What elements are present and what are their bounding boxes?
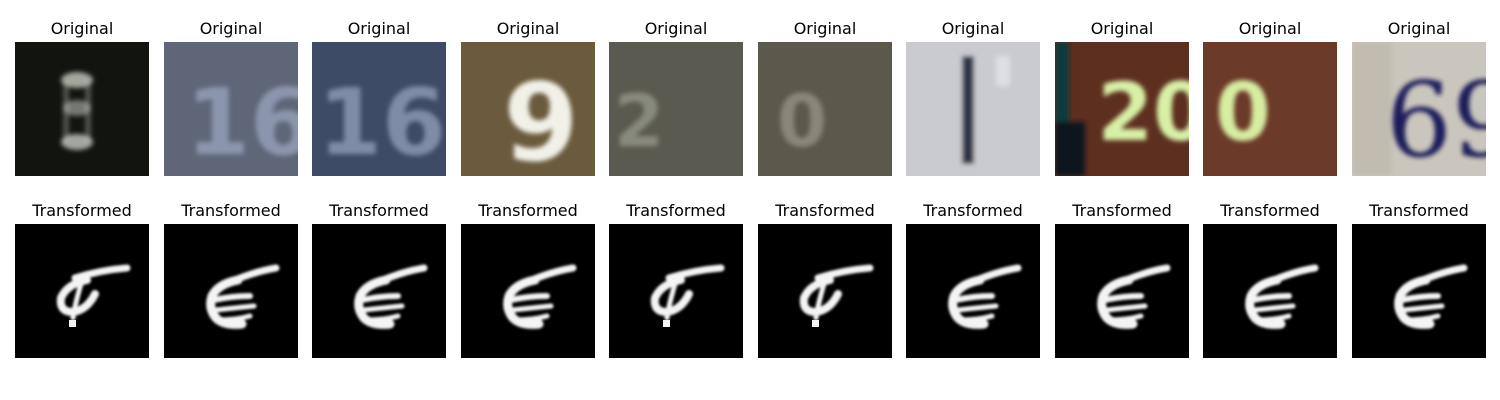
original-image: 0 [758, 42, 892, 176]
original-digits: 20 [1097, 66, 1189, 159]
original-digits: 0 [1215, 66, 1271, 159]
transformed-title: Transformed [329, 201, 429, 220]
transformed-image [758, 224, 892, 358]
original-image [906, 42, 1040, 176]
original-image: 16 [312, 42, 446, 176]
original-title: Original [496, 19, 560, 38]
original-title: Original [1090, 19, 1154, 38]
transformed-title: Transformed [626, 201, 726, 220]
transformed-title: Transformed [32, 201, 132, 220]
original-digits: 9 [503, 61, 578, 176]
transformed-title: Transformed [1369, 201, 1469, 220]
original-image: 9 [461, 42, 595, 176]
transformed-image [1203, 224, 1337, 358]
original-digits: 2 [614, 79, 664, 163]
original-image: 20 [1055, 42, 1189, 176]
original-title: Original [347, 19, 411, 38]
transformed-image [1352, 224, 1486, 358]
transformed-title: Transformed [1072, 201, 1172, 220]
transformed-image [312, 224, 446, 358]
original-digits: 16 [186, 69, 298, 176]
original-title: Original [1238, 19, 1302, 38]
original-title: Original [50, 19, 114, 38]
transformed-image [164, 224, 298, 358]
transformed-title: Transformed [1220, 201, 1320, 220]
original-title: Original [1387, 19, 1451, 38]
original-digits: 69 [1386, 59, 1486, 176]
original-title: Original [941, 19, 1005, 38]
original-image [15, 42, 149, 176]
transformed-title: Transformed [923, 201, 1023, 220]
transformed-title: Transformed [181, 201, 281, 220]
original-title: Original [793, 19, 857, 38]
original-image: 16 [164, 42, 298, 176]
original-digits: 0 [777, 79, 827, 163]
transformed-title: Transformed [775, 201, 875, 220]
original-digits: 16 [318, 69, 446, 176]
original-image: 69 [1352, 42, 1486, 176]
transformed-image [1055, 224, 1189, 358]
original-image: 2 [609, 42, 743, 176]
original-image: 0 [1203, 42, 1337, 176]
transformed-image [906, 224, 1040, 358]
original-title: Original [644, 19, 708, 38]
original-title: Original [199, 19, 263, 38]
transformed-image [15, 224, 149, 358]
transformed-image [461, 224, 595, 358]
transformed-image [609, 224, 743, 358]
transformed-title: Transformed [478, 201, 578, 220]
